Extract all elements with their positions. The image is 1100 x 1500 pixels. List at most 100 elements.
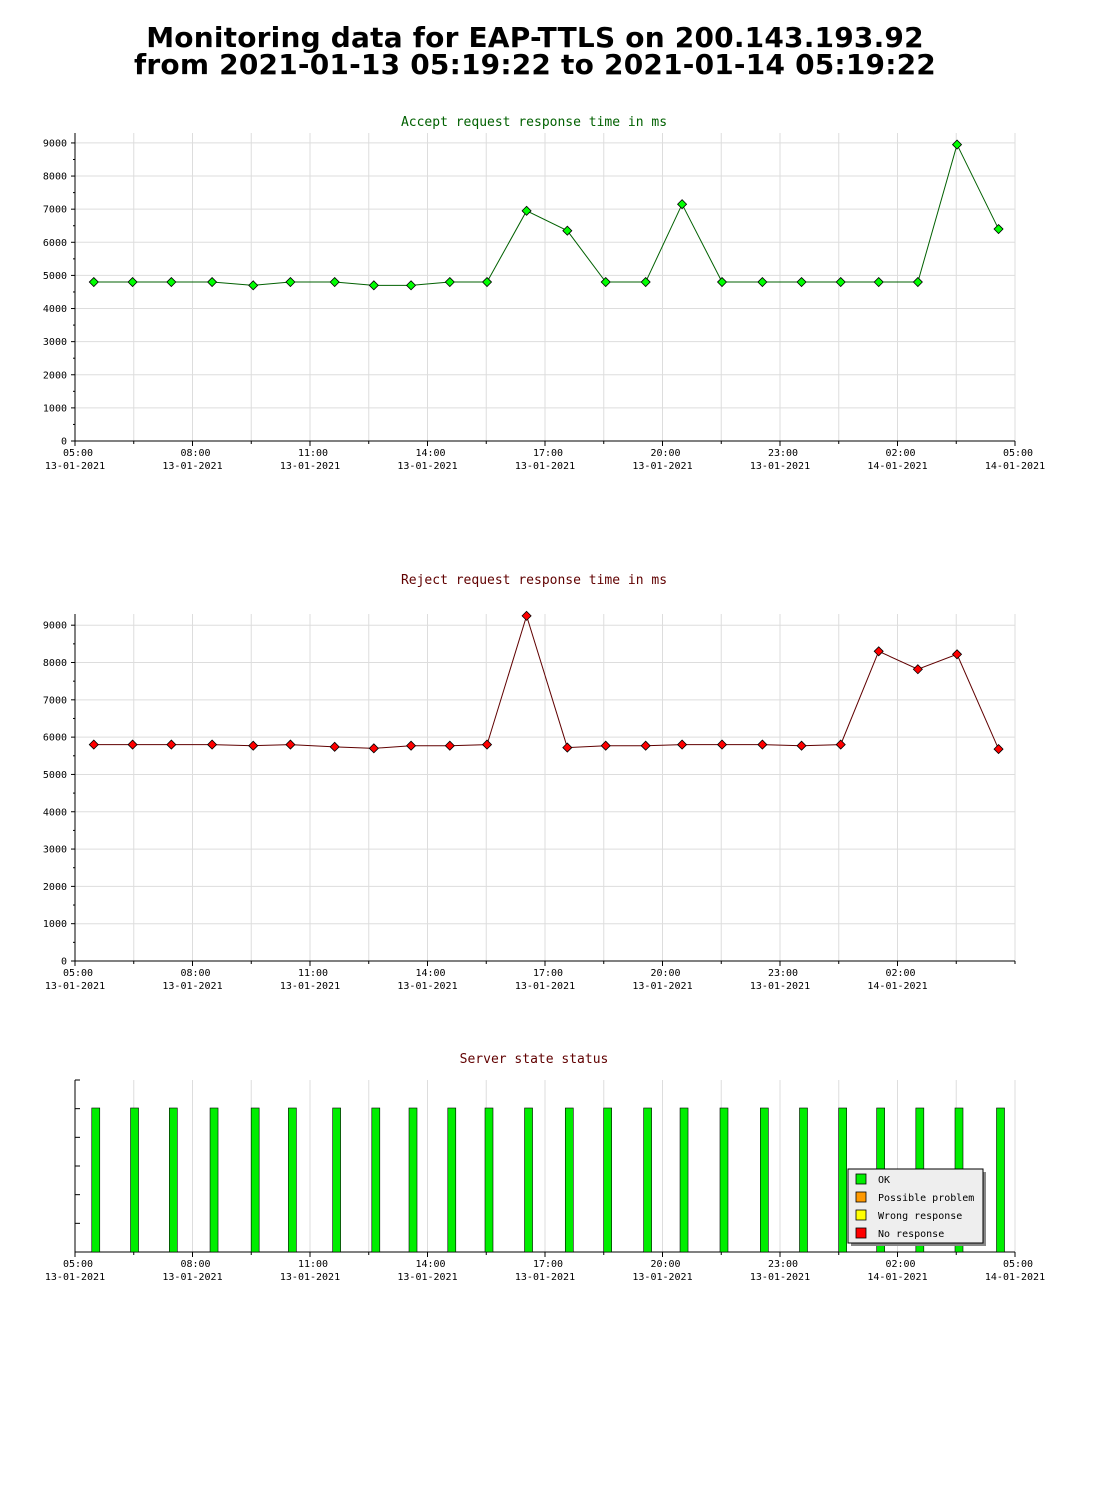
x-tick-date-label: 13-01-2021: [632, 981, 692, 992]
data-point: [521, 205, 532, 216]
x-tick-date-label: 13-01-2021: [632, 1272, 692, 1283]
x-tick-label: 14:00: [415, 448, 445, 459]
x-tick-label: 05:00: [1003, 1259, 1033, 1270]
y-tick-label: 8000: [43, 172, 67, 183]
x-tick-label: 20:00: [650, 968, 680, 979]
data-point: [640, 740, 651, 751]
legend-box: [847, 1168, 984, 1244]
y-tick-label: 2000: [43, 882, 67, 893]
data-point: [285, 276, 296, 288]
data-point: [405, 280, 417, 291]
x-tick-label: 08:00: [180, 448, 210, 459]
data-point: [757, 739, 768, 750]
series-line: [93, 614, 1000, 750]
x-tick-date-label: 13-01-2021: [632, 461, 692, 472]
data-point: [88, 739, 99, 750]
y-tick-label: 0: [61, 437, 67, 448]
x-tick-label: 14:00: [415, 1259, 445, 1270]
x-tick-label: 11:00: [298, 448, 328, 459]
status-bar: [371, 1107, 381, 1253]
status-bar: [130, 1107, 139, 1253]
data-point: [873, 276, 884, 288]
x-tick-date-label: 14-01-2021: [867, 461, 927, 472]
x-tick-label: 23:00: [768, 1259, 798, 1270]
chart-title: Reject request response time in ms: [401, 573, 667, 588]
data-point: [835, 739, 846, 750]
y-tick-label: 1000: [43, 403, 67, 414]
data-point: [835, 276, 846, 288]
y-tick-label: 3000: [43, 337, 67, 348]
y-tick-label: 8000: [43, 658, 67, 669]
data-point: [873, 646, 884, 657]
y-tick-label: 5000: [43, 770, 67, 781]
data-point: [88, 276, 99, 288]
status-bar: [484, 1107, 494, 1253]
data-point: [405, 740, 417, 751]
page-title-line-1: Monitoring data for EAP-TTLS on 200.143.…: [146, 21, 924, 54]
x-tick-date-label: 14-01-2021: [867, 1272, 927, 1283]
status-bar: [250, 1107, 260, 1253]
page-title: Monitoring data for EAP-TTLS on 200.143.…: [0, 21, 1070, 81]
data-point: [993, 744, 1004, 755]
data-point: [521, 610, 532, 621]
x-tick-date-label: 13-01-2021: [45, 981, 105, 992]
status-bar: [996, 1107, 1005, 1253]
series-line: [93, 143, 999, 286]
x-tick-label: 23:00: [768, 968, 798, 979]
data-point: [329, 276, 340, 288]
legend-swatch: [855, 1191, 867, 1203]
x-tick-label: 14:00: [415, 968, 445, 979]
x-tick-date-label: 13-01-2021: [280, 1272, 340, 1283]
x-tick-label: 02:00: [885, 968, 915, 979]
line-chart-2: 0 1000 2000 3000 4000 5000 6000 7000 8000 9000 05:…: [43, 573, 1016, 992]
x-tick-date-label: 14-01-2021: [867, 981, 927, 992]
x-tick-label: 02:00: [885, 448, 915, 459]
data-point: [796, 740, 807, 751]
x-tick-label: 02:00: [885, 1259, 915, 1270]
data-point: [677, 739, 688, 750]
status-bar: [719, 1107, 729, 1253]
data-point: [993, 223, 1004, 235]
y-tick-label: 4000: [43, 807, 67, 818]
legend-swatch: [855, 1227, 867, 1239]
data-point: [207, 276, 218, 288]
x-tick-date-label: 13-01-2021: [750, 1272, 810, 1283]
x-tick-label: 05:00: [63, 968, 93, 979]
x-tick-date-label: 13-01-2021: [750, 981, 810, 992]
x-tick-label: 20:00: [650, 448, 680, 459]
x-tick-label: 17:00: [533, 968, 563, 979]
data-point: [640, 276, 651, 288]
data-point: [951, 139, 963, 150]
x-tick-date-label: 13-01-2021: [162, 981, 222, 992]
x-tick-date-label: 13-01-2021: [515, 1272, 575, 1283]
x-tick-label: 17:00: [533, 1259, 563, 1270]
y-tick-label: 3000: [43, 845, 67, 856]
page-title-line-2: from 2021-01-13 05:19:22 to 2021-01-14 0…: [134, 48, 936, 81]
status-bar: [447, 1107, 457, 1253]
chart-title: Server state status: [460, 1052, 609, 1067]
y-tick-label: 2000: [43, 370, 67, 381]
x-tick-label: 23:00: [768, 448, 798, 459]
status-bar: [332, 1107, 341, 1253]
legend-label: Wrong response: [878, 1211, 962, 1222]
data-point: [248, 280, 259, 291]
x-tick-label: 05:00: [1003, 448, 1033, 459]
data-point: [368, 743, 379, 754]
x-tick-label: 20:00: [650, 1259, 680, 1270]
status-bar: [838, 1107, 847, 1253]
line-chart-1: 0 1000 2000 3000 4000 5000 6000 7000 8000 9000 05:…: [43, 115, 1045, 472]
y-tick-label: 7000: [43, 695, 67, 706]
x-tick-date-label: 13-01-2021: [280, 981, 340, 992]
y-tick-label: 6000: [43, 733, 67, 744]
y-tick-label: 9000: [43, 138, 67, 149]
status-bar: [679, 1107, 689, 1253]
data-point: [677, 199, 688, 210]
y-tick-label: 1000: [43, 919, 67, 930]
data-point: [127, 739, 138, 750]
y-tick-label: 4000: [43, 304, 67, 315]
data-point: [481, 276, 493, 288]
data-point: [127, 276, 138, 288]
y-tick-label: 0: [61, 957, 67, 968]
status-bar: [169, 1107, 178, 1253]
